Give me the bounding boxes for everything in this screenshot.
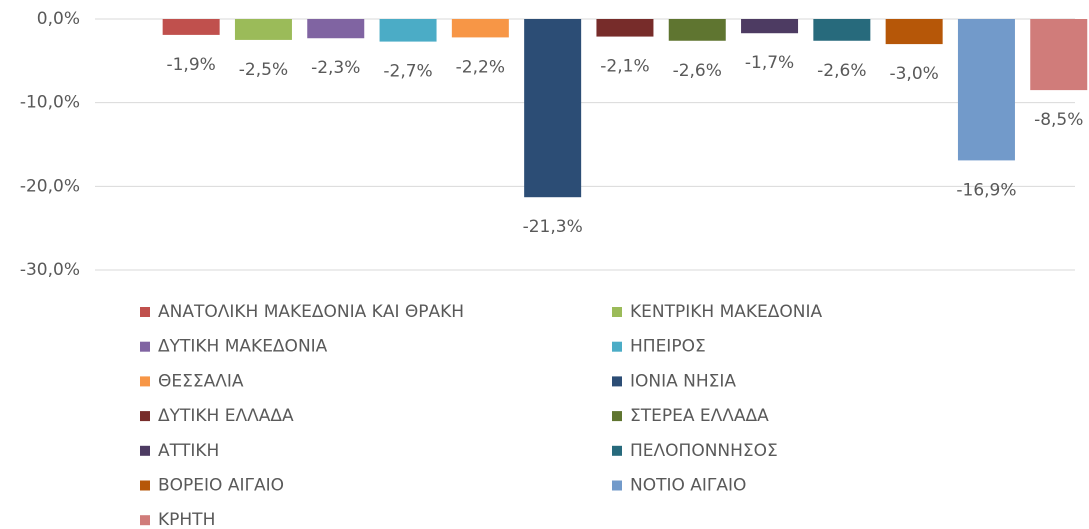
legend-label: ΑΤΤΙΚΗ — [158, 441, 219, 461]
legend-marker — [140, 341, 150, 352]
bar — [451, 19, 509, 38]
data-label: -2,3% — [311, 58, 360, 78]
legend-label: ΘΕΣΣΑΛΙΑ — [158, 371, 244, 391]
legend-marker — [140, 411, 150, 422]
bar — [1030, 19, 1088, 91]
legend-label: ΙΟΝΙΑ ΝΗΣΙΑ — [630, 371, 736, 391]
bar — [813, 19, 871, 41]
data-label: -16,9% — [956, 180, 1016, 200]
legend-label: ΗΠΕΙΡΟΣ — [630, 337, 706, 357]
y-tick-label: -30,0% — [20, 260, 80, 280]
data-label: -2,6% — [673, 61, 722, 81]
legend-marker — [612, 376, 622, 387]
data-label: -2,2% — [456, 57, 505, 77]
legend-label: ΔΥΤΙΚΗ ΜΑΚΕΔΟΝΙΑ — [158, 337, 328, 357]
legend-label: ΚΡΗΤΗ — [158, 510, 215, 529]
bar — [741, 19, 799, 34]
legend-label: ΔΥΤΙΚΗ ΕΛΛΑΔΑ — [158, 406, 294, 426]
legend-label: ΑΝΑΤΟΛΙΚΗ ΜΑΚΕΔΟΝΙΑ ΚΑΙ ΘΡΑΚΗ — [158, 302, 464, 322]
bar — [668, 19, 726, 41]
y-tick-label: -10,0% — [20, 93, 80, 113]
data-label: -2,1% — [600, 57, 649, 77]
legend-label: ΒΟΡΕΙΟ ΑΙΓΑΙΟ — [158, 476, 284, 496]
bar — [596, 19, 654, 37]
legend-marker — [140, 445, 150, 456]
bar — [957, 19, 1015, 161]
legend-marker — [612, 307, 622, 317]
data-label: -2,6% — [817, 61, 866, 81]
data-label: -3,0% — [889, 64, 938, 84]
bar — [379, 19, 437, 42]
data-label: -21,3% — [523, 217, 583, 237]
bar — [307, 19, 365, 39]
legend-marker — [140, 480, 150, 491]
data-label: -2,7% — [383, 62, 432, 82]
legend-label: ΣΤΕΡΕΑ ΕΛΛΑΔΑ — [630, 406, 769, 426]
bar — [885, 19, 943, 45]
data-label: -1,9% — [166, 55, 215, 75]
legend-marker — [612, 480, 622, 491]
bar — [162, 19, 220, 35]
y-tick-label: -20,0% — [20, 176, 80, 196]
legend-marker — [140, 376, 150, 387]
y-tick-label: 0,0% — [37, 9, 80, 29]
bar — [234, 19, 292, 40]
data-label: -2,5% — [239, 60, 288, 80]
bar — [524, 19, 582, 198]
legend-marker — [140, 307, 150, 317]
legend-marker — [140, 515, 150, 526]
legend-label: ΠΕΛΟΠΟΝΝΗΣΟΣ — [630, 441, 778, 461]
legend-label: ΝΟΤΙΟ ΑΙΓΑΙΟ — [630, 476, 746, 496]
legend-label: ΚΕΝΤΡΙΚΗ ΜΑΚΕΔΟΝΙΑ — [630, 302, 823, 322]
legend-marker — [612, 341, 622, 352]
legend-marker — [612, 445, 622, 456]
data-label: -8,5% — [1034, 110, 1083, 130]
legend-marker — [612, 411, 622, 422]
data-label: -1,7% — [745, 53, 794, 73]
